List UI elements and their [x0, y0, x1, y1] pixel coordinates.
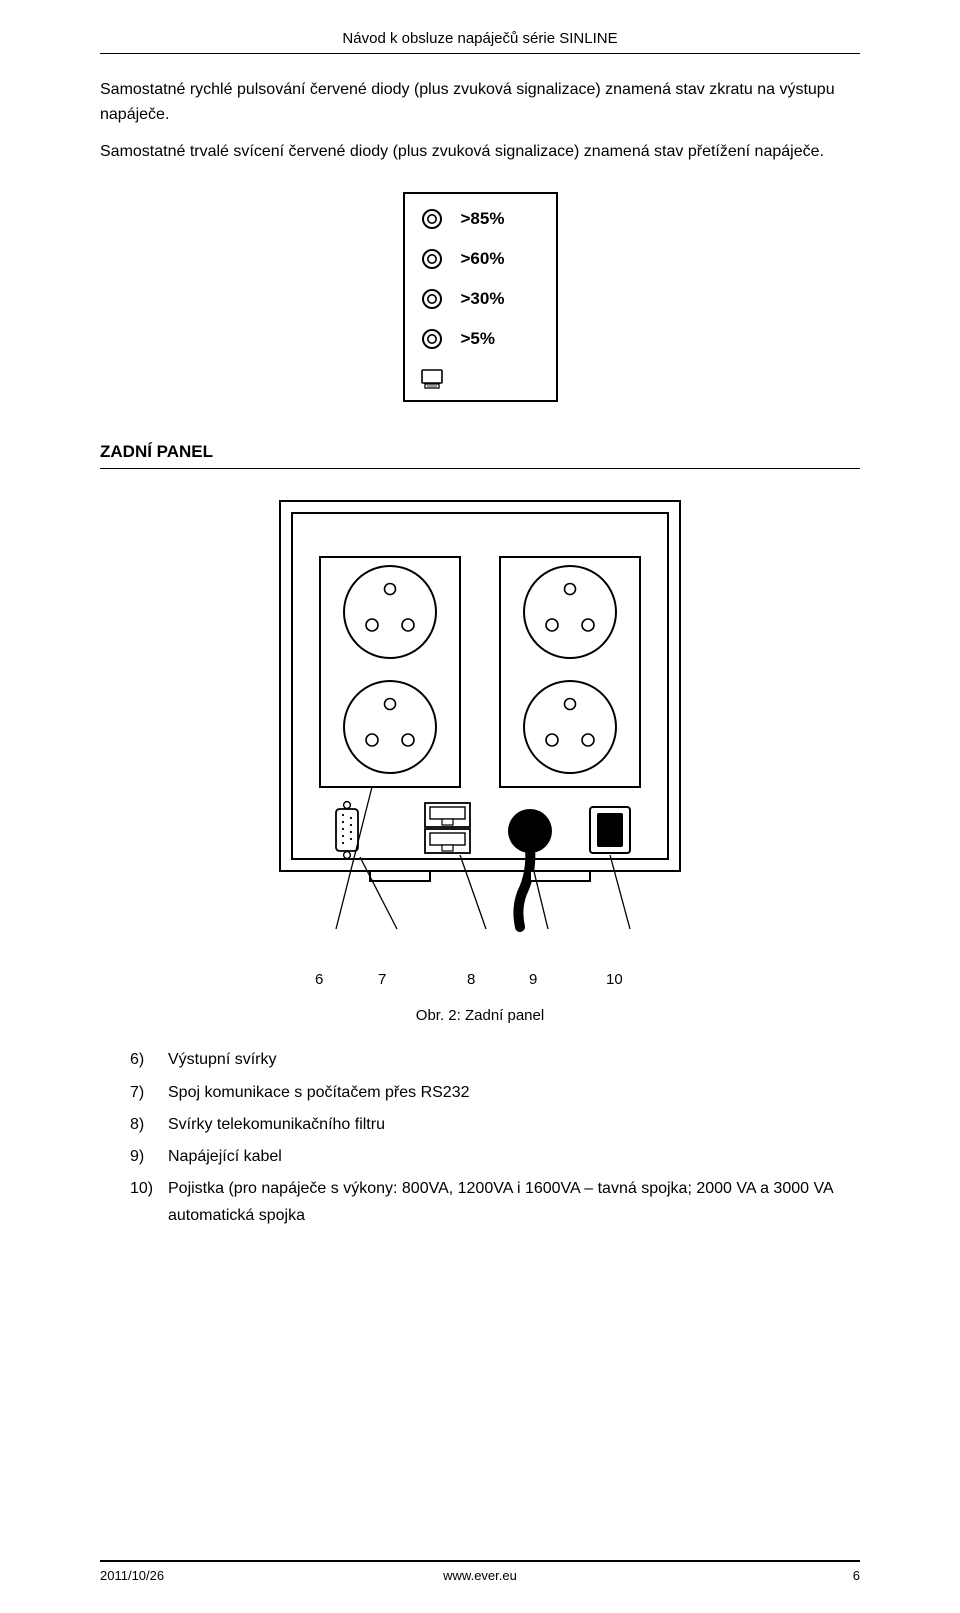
list-number: 10): [130, 1175, 160, 1229]
figure-caption: Obr. 2: Zadní panel: [100, 1007, 860, 1024]
list-text: Výstupní svírky: [168, 1046, 276, 1073]
list-item: 9) Napájející kabel: [130, 1143, 860, 1170]
led-label: >30%: [461, 289, 505, 309]
page: Návod k obsluze napáječů série SINLINE S…: [0, 0, 960, 1613]
led-label: >5%: [461, 329, 496, 349]
paragraph-1: Samostatné rychlé pulsování červené diod…: [100, 78, 860, 128]
led-row: >60%: [419, 248, 546, 270]
list-item: 8) Svírky telekomunikačního filtru: [130, 1111, 860, 1138]
led-icon: [419, 328, 445, 350]
callout-num: 10: [606, 971, 623, 988]
paragraph-2: Samostatné trvalé svícení červené diody …: [100, 140, 860, 165]
callout-num: 6: [315, 971, 323, 988]
list-number: 7): [130, 1079, 160, 1106]
callout-num: 8: [467, 971, 475, 988]
list-text: Pojistka (pro napáječe s výkony: 800VA, …: [168, 1175, 860, 1229]
list-item: 10) Pojistka (pro napáječe s výkony: 800…: [130, 1175, 860, 1229]
list-text: Napájející kabel: [168, 1143, 282, 1170]
led-icon: [419, 288, 445, 310]
list-number: 6): [130, 1046, 160, 1073]
led-icon: [419, 208, 445, 230]
led-label: >85%: [461, 209, 505, 229]
list-text: Spoj komunikace s počítačem přes RS232: [168, 1079, 469, 1106]
led-row: [419, 368, 546, 390]
rear-panel-diagram: [230, 497, 730, 967]
led-row: >85%: [419, 208, 546, 230]
footer-url: www.ever.eu: [100, 1568, 860, 1583]
list-text: Svírky telekomunikačního filtru: [168, 1111, 385, 1138]
led-row: >5%: [419, 328, 546, 350]
callout-numbers: 6 7 8 9 10: [220, 971, 740, 997]
list-number: 8): [130, 1111, 160, 1138]
numbered-list: 6) Výstupní svírky 7) Spoj komunikace s …: [100, 1046, 860, 1229]
led-label: >60%: [461, 249, 505, 269]
list-item: 6) Výstupní svírky: [130, 1046, 860, 1073]
section-title-rear-panel: ZADNÍ PANEL: [100, 442, 860, 469]
rear-panel-figure: 6 7 8 9 10: [220, 497, 740, 997]
led-icon: [419, 248, 445, 270]
led-indicator-box: >85% >60% >30%: [403, 192, 558, 402]
led-row: >30%: [419, 288, 546, 310]
list-item: 7) Spoj komunikace s počítačem přes RS23…: [130, 1079, 860, 1106]
page-header: Návod k obsluze napáječů série SINLINE: [100, 30, 860, 54]
list-number: 9): [130, 1143, 160, 1170]
page-footer: 2011/10/26 www.ever.eu 6: [100, 1560, 860, 1583]
callout-num: 9: [529, 971, 537, 988]
monitor-icon: [419, 368, 445, 390]
callout-num: 7: [378, 971, 386, 988]
